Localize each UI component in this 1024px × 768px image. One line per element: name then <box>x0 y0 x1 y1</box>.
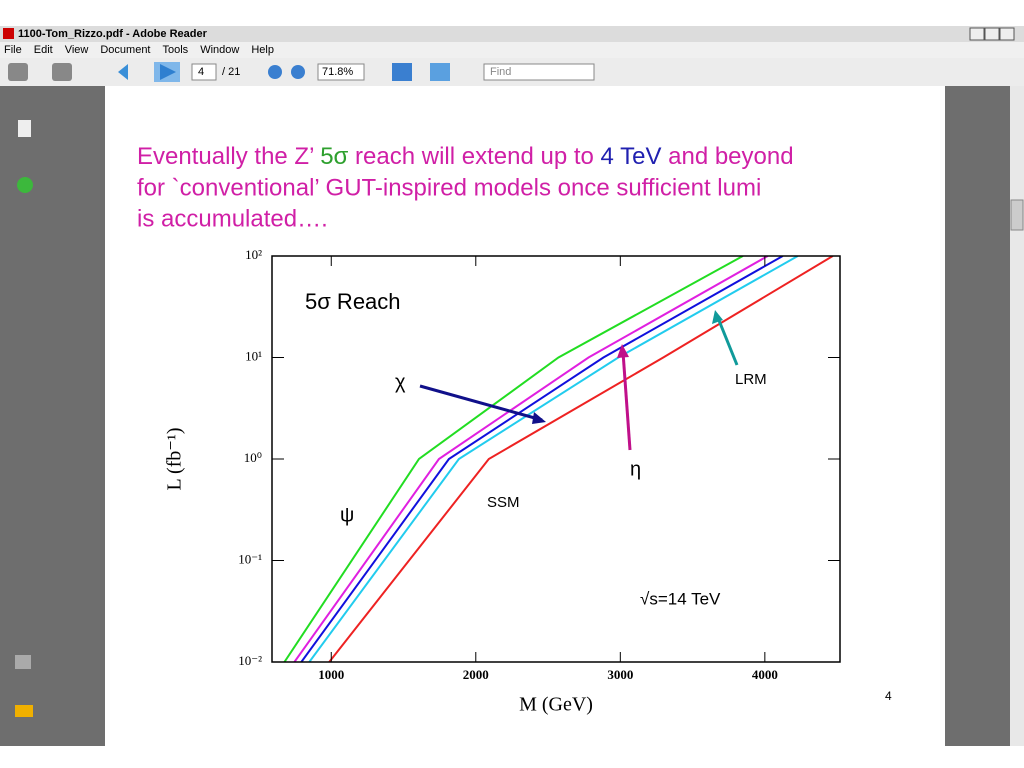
window-title: 1100-Tom_Rizzo.pdf - Adobe Reader <box>18 28 208 40</box>
y-tick-label: 10¹ <box>245 348 262 363</box>
menu-item[interactable]: Help <box>251 44 274 56</box>
y-tick-label: 10⁰ <box>244 450 262 465</box>
arrow-head <box>712 310 723 324</box>
print-button[interactable] <box>8 63 28 81</box>
app-icon <box>3 28 14 39</box>
scroll-thumb[interactable] <box>1010 199 1024 231</box>
zoom-input[interactable] <box>317 63 365 81</box>
y-axis-label: L (fb⁻¹) <box>164 427 186 490</box>
y-tick-label: 10² <box>245 247 262 262</box>
arrows <box>419 310 739 451</box>
maximize[interactable] <box>984 27 1000 41</box>
y-tick-label: 10⁻² <box>238 653 262 668</box>
next-page[interactable] <box>160 64 176 80</box>
slide <box>105 86 945 738</box>
close[interactable] <box>999 27 1015 41</box>
title-part: and beyond <box>661 143 793 170</box>
arrow <box>419 384 543 422</box>
page-count: / 21 <box>222 66 240 78</box>
page-input[interactable] <box>191 63 217 81</box>
curve <box>328 256 834 662</box>
prev-page[interactable] <box>118 64 128 80</box>
title-part: 5σ <box>320 143 348 170</box>
arrow <box>621 351 632 451</box>
comment-icon[interactable] <box>15 705 33 717</box>
x-tick-label: 3000 <box>607 667 633 682</box>
curve-label: LRM <box>735 371 767 388</box>
menu-item[interactable]: Document <box>100 44 150 56</box>
find-placeholder: Find <box>490 66 511 78</box>
menu-item[interactable]: Tools <box>163 44 189 56</box>
arrow-head <box>617 344 629 358</box>
slide-title: is accumulated…. <box>137 205 328 232</box>
attach-icon[interactable] <box>15 655 31 669</box>
arrow <box>716 317 739 366</box>
window-controls[interactable] <box>969 27 1015 41</box>
zoom-out[interactable] <box>268 65 282 79</box>
x-tick-label: 2000 <box>463 667 489 682</box>
full-screen[interactable] <box>430 63 450 81</box>
curve-label: SSM <box>487 494 520 511</box>
curve-label: ψ <box>340 504 354 526</box>
title-bar <box>0 26 1024 42</box>
zoom-value: 71.8% <box>322 66 353 78</box>
menu-item[interactable]: Edit <box>34 44 53 56</box>
right-gutter <box>945 86 1010 746</box>
slide-title: Eventually the Z’ 5σ reach will extend u… <box>137 143 794 170</box>
help-icon[interactable] <box>17 177 33 193</box>
menu: File Edit View Document Tools Window Help <box>4 44 274 56</box>
x-tick-label: 4000 <box>752 667 778 682</box>
plot: 1000 2000 3000 4000 10⁻² 10⁻¹ 10⁰ 10¹ 10² M (GeV)… <box>164 247 841 716</box>
curve <box>300 256 784 662</box>
find-box[interactable] <box>483 63 595 81</box>
share-button[interactable] <box>52 63 72 81</box>
curve <box>283 256 744 662</box>
menu-item[interactable]: File <box>4 44 22 56</box>
curve <box>293 256 769 662</box>
x-axis-label: M (GeV) <box>519 694 593 716</box>
slide-title: for `conventional’ GUT-inspired models o… <box>137 174 761 201</box>
title-part: 4 TeV <box>601 143 662 170</box>
zoom-in[interactable] <box>291 65 305 79</box>
menu-bar <box>0 42 1024 58</box>
x-tick-label: 1000 <box>318 667 344 682</box>
menu-item[interactable]: Window <box>200 44 239 56</box>
pages-icon[interactable] <box>18 120 31 137</box>
title-part: reach will extend up to <box>348 143 600 170</box>
minimize[interactable] <box>969 27 985 41</box>
menu-item[interactable]: View <box>65 44 89 56</box>
curve-label: χ <box>395 371 406 393</box>
scrollbar[interactable] <box>1010 86 1024 746</box>
slide-number: 4 <box>885 689 892 703</box>
left-panel <box>0 86 105 746</box>
annotation: √s=14 TeV <box>640 589 721 608</box>
curve-label: η <box>630 458 641 480</box>
y-tick-label: 10⁻¹ <box>238 551 262 566</box>
fit-width[interactable] <box>392 63 412 81</box>
title-part: Eventually the Z’ <box>137 143 320 170</box>
annotation: 5σ Reach <box>305 289 401 314</box>
curve <box>308 256 799 662</box>
arrow-head <box>532 412 546 424</box>
page-number: 4 <box>198 66 204 78</box>
